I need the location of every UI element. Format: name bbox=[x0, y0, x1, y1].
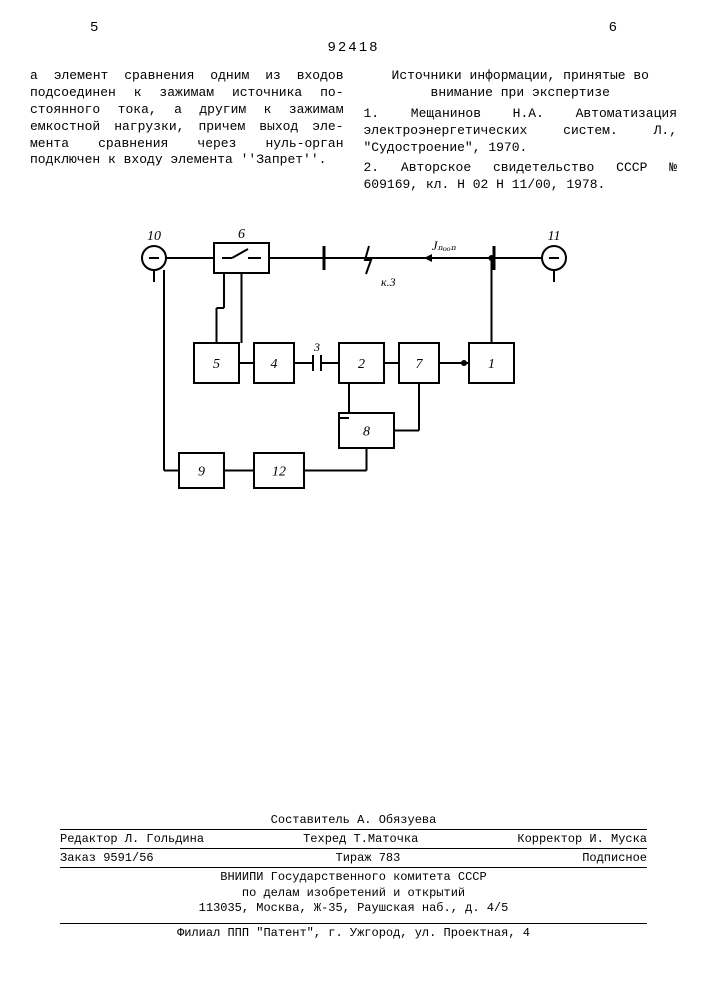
page-numbers: 5 6 bbox=[30, 20, 677, 36]
svg-text:2: 2 bbox=[358, 357, 365, 372]
left-column: а элемент сравнения одним из входов подс… bbox=[30, 68, 344, 198]
svg-text:7: 7 bbox=[415, 357, 423, 372]
circuit-svg: 10 11 6 к.3 Jₙₒₒₙ 5 4 2 7 1 8 9 12 3 bbox=[124, 218, 584, 508]
svg-text:12: 12 bbox=[272, 465, 286, 480]
composer: Составитель А. Обязуева bbox=[60, 813, 647, 827]
svg-text:4: 4 bbox=[270, 357, 277, 372]
svg-text:к.3: к.3 bbox=[381, 275, 396, 289]
info-row: Заказ 9591/56 Тираж 783 Подписное bbox=[60, 849, 647, 868]
svg-text:11: 11 bbox=[547, 229, 560, 244]
refs-heading: Источники информации, принятые во вниман… bbox=[364, 68, 678, 102]
techred: Техред Т.Маточка bbox=[303, 832, 418, 846]
svg-text:Jₙₒₒₙ: Jₙₒₒₙ bbox=[431, 238, 456, 253]
page: 5 6 92418 а элемент сравнения одним из в… bbox=[0, 0, 707, 1000]
svg-text:1: 1 bbox=[488, 357, 495, 372]
page-num-left: 5 bbox=[90, 20, 98, 36]
svg-text:10: 10 bbox=[147, 229, 161, 244]
corrector: Корректор И. Муска bbox=[517, 832, 647, 846]
editor: Редактор Л. Гольдина bbox=[60, 832, 204, 846]
page-num-right: 6 bbox=[609, 20, 617, 36]
org-block: ВНИИПИ Государственного комитета СССР по… bbox=[60, 870, 647, 917]
svg-text:8: 8 bbox=[363, 425, 370, 440]
branch: Филиал ППП "Патент", г. Ужгород, ул. Про… bbox=[60, 923, 647, 940]
footer: Составитель А. Обязуева Редактор Л. Голь… bbox=[60, 813, 647, 940]
circuit-diagram: 10 11 6 к.3 Jₙₒₒₙ 5 4 2 7 1 8 9 12 3 bbox=[30, 218, 677, 508]
svg-text:3: 3 bbox=[313, 340, 320, 354]
tirazh: Тираж 783 bbox=[336, 851, 401, 865]
text-columns: а элемент сравнения одним из входов подс… bbox=[30, 68, 677, 198]
doc-number: 92418 bbox=[30, 40, 677, 56]
right-column: Источники информации, принятые во вниман… bbox=[364, 68, 678, 198]
ref-2: 2. Авторское свидетельство СССР № 609169… bbox=[364, 160, 678, 194]
order: Заказ 9591/56 bbox=[60, 851, 154, 865]
podpisnoe: Подписное bbox=[582, 851, 647, 865]
svg-text:9: 9 bbox=[198, 465, 205, 480]
org-line-1: ВНИИПИ Государственного комитета СССР bbox=[60, 870, 647, 886]
claim-text: а элемент сравнения одним из входов подс… bbox=[30, 68, 344, 169]
ref-1: 1. Мещанинов Н.А. Автоматизация электроэ… bbox=[364, 106, 678, 157]
org-line-2: по делам изобретений и открытий bbox=[60, 886, 647, 902]
svg-text:5: 5 bbox=[213, 357, 220, 372]
svg-text:6: 6 bbox=[238, 227, 245, 242]
org-line-3: 113035, Москва, Ж-35, Раушская наб., д. … bbox=[60, 901, 647, 917]
credits-row: Редактор Л. Гольдина Техред Т.Маточка Ко… bbox=[60, 829, 647, 849]
